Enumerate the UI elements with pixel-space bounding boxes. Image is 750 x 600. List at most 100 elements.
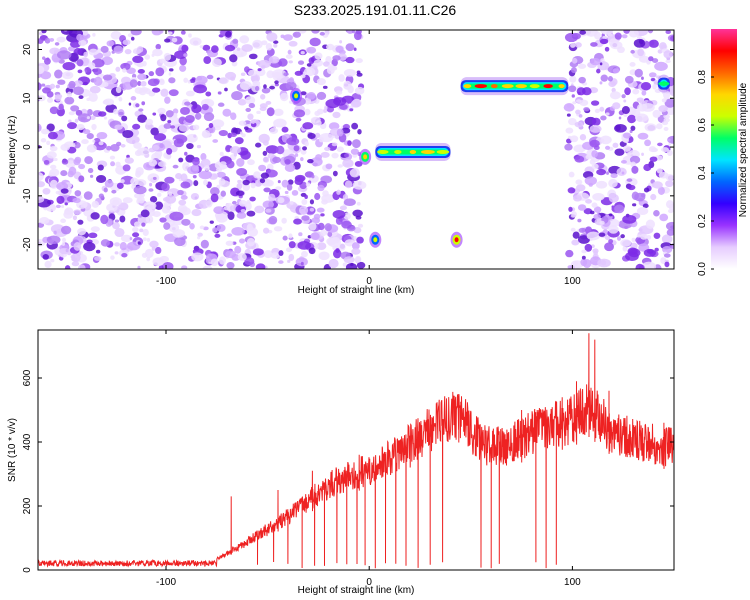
heatmap-band-peak bbox=[490, 84, 498, 89]
heatmap-noise-blob bbox=[149, 240, 159, 248]
heatmap-noise-blob bbox=[320, 229, 327, 237]
heatmap-noise-blob bbox=[88, 92, 98, 102]
heatmap-noise-blob bbox=[214, 125, 222, 131]
heatmap-noise-blob bbox=[225, 240, 234, 246]
heatmap-noise-blob bbox=[83, 242, 96, 252]
heatmap-noise-blob bbox=[641, 261, 657, 269]
heatmap-noise-blob bbox=[275, 145, 285, 155]
heatmap-noise-blob bbox=[262, 150, 268, 156]
heatmap-noise-blob bbox=[203, 179, 209, 186]
heatmap-noise-blob bbox=[309, 37, 321, 47]
heatmap-noise-blob bbox=[654, 247, 659, 252]
heatmap-noise-blob bbox=[172, 164, 179, 169]
heatmap-noise-blob bbox=[71, 261, 80, 267]
heatmap-noise-blob bbox=[634, 192, 646, 202]
heatmap-noise-blob bbox=[288, 253, 295, 261]
heatmap-noise-blob bbox=[320, 151, 330, 158]
heatmap-noise-blob bbox=[187, 165, 200, 175]
heatmap-noise-blob bbox=[578, 114, 583, 118]
heatmap-noise-blob bbox=[659, 213, 669, 222]
heatmap-noise-blob bbox=[163, 52, 172, 61]
heatmap-noise-blob bbox=[591, 163, 599, 170]
heatmap-noise-blob bbox=[637, 132, 649, 140]
heatmap-noise-blob bbox=[583, 107, 590, 112]
heatmap-noise-blob bbox=[136, 46, 144, 53]
heatmap-noise-blob bbox=[634, 113, 649, 122]
colorbar-label: Normalized spectral amplitude bbox=[738, 82, 749, 217]
heatmap-noise-blob bbox=[278, 58, 288, 67]
heatmap-noise-blob bbox=[598, 232, 606, 237]
heatmap-noise-blob bbox=[104, 179, 114, 188]
heatmap-noise-blob bbox=[200, 158, 211, 168]
heatmap-noise-blob bbox=[100, 239, 110, 247]
heatmap-noise-blob bbox=[595, 180, 608, 189]
heatmap-noise-blob bbox=[599, 62, 603, 66]
snr-line bbox=[38, 333, 674, 569]
heatmap-noise-blob bbox=[563, 103, 575, 112]
heatmap-noise-blob bbox=[625, 251, 639, 262]
heatmap-noise-blob bbox=[133, 221, 141, 228]
heatmap-noise-blob bbox=[288, 241, 296, 249]
heatmap-noise-blob bbox=[91, 123, 97, 131]
heatmap-noise-blob bbox=[122, 129, 134, 139]
heatmap-noise-blob bbox=[300, 157, 304, 162]
heatmap-noise-blob bbox=[316, 242, 327, 250]
heatmap-noise-blob bbox=[314, 132, 321, 138]
heatmap-noise-blob bbox=[263, 187, 271, 193]
heatmap-noise-blob bbox=[172, 112, 178, 118]
heatmap-noise-blob bbox=[582, 259, 592, 269]
heatmap-noise-blob bbox=[248, 53, 258, 60]
heatmap-band-peak bbox=[421, 149, 435, 154]
heatmap-noise-blob bbox=[38, 82, 42, 91]
heatmap-noise-blob bbox=[181, 218, 191, 226]
heatmap-noise-blob bbox=[343, 198, 356, 206]
heatmap-noise-blob bbox=[135, 103, 140, 108]
heatmap-noise-blob bbox=[88, 232, 98, 239]
heatmap-noise-blob bbox=[355, 58, 363, 64]
heatmap-noise-blob bbox=[252, 39, 263, 49]
heatmap-noise-blob bbox=[565, 249, 574, 258]
heatmap-noise-blob bbox=[600, 115, 607, 121]
heatmap-noise-blob bbox=[147, 124, 154, 129]
heatmap-noise-blob bbox=[354, 255, 362, 263]
heatmap-noise-blob bbox=[353, 235, 357, 241]
heatmap-noise-blob bbox=[665, 180, 674, 188]
heatmap-noise-blob bbox=[161, 261, 174, 269]
heatmap-noise-blob bbox=[181, 265, 188, 269]
snr-ytick-label: 400 bbox=[22, 433, 33, 450]
heatmap-noise-blob bbox=[621, 106, 630, 114]
heatmap-noise-blob bbox=[68, 166, 77, 176]
heatmap-noise-blob bbox=[249, 196, 256, 202]
heatmap-band-peak bbox=[543, 84, 553, 89]
heatmap-noise-blob bbox=[281, 179, 289, 188]
heatmap-noise-blob bbox=[70, 254, 76, 259]
heatmap-noise-blob bbox=[240, 208, 246, 213]
heatmap-noise-blob bbox=[53, 157, 58, 162]
heatmap-noise-blob bbox=[589, 57, 601, 66]
heatmap-noise-blob bbox=[93, 68, 102, 76]
heatmap-noise-blob bbox=[168, 191, 173, 196]
heatmap-noise-blob bbox=[168, 72, 172, 76]
heatmap-noise-blob bbox=[589, 124, 602, 133]
heatmap-noise-blob bbox=[193, 180, 199, 187]
heatmap-noise-blob bbox=[93, 256, 102, 261]
heatmap-noise-blob bbox=[602, 35, 608, 40]
heatmap-noise-blob bbox=[314, 52, 323, 60]
heatmap-noise-blob bbox=[172, 108, 179, 114]
heatmap-noise-blob bbox=[641, 152, 644, 156]
heatmap-noise-blob bbox=[575, 109, 581, 115]
heatmap-noise-blob bbox=[578, 76, 586, 84]
heatmap-noise-blob bbox=[315, 120, 322, 126]
heatmap-noise-blob bbox=[140, 80, 147, 87]
heatmap-noise-blob bbox=[261, 87, 271, 94]
heatmap-noise-blob bbox=[629, 61, 636, 67]
heatmap-noise-blob bbox=[265, 145, 279, 154]
heatmap-noise-blob bbox=[179, 56, 187, 66]
heatmap-noise-blob bbox=[152, 112, 157, 116]
heatmap-noise-blob bbox=[315, 154, 323, 161]
snr-xlabel: Height of straight line (km) bbox=[298, 585, 415, 596]
heatmap-noise-blob bbox=[258, 164, 267, 172]
heatmap-noise-blob bbox=[114, 219, 120, 223]
heatmap-noise-blob bbox=[669, 88, 674, 97]
heatmap-noise-blob bbox=[96, 131, 108, 140]
